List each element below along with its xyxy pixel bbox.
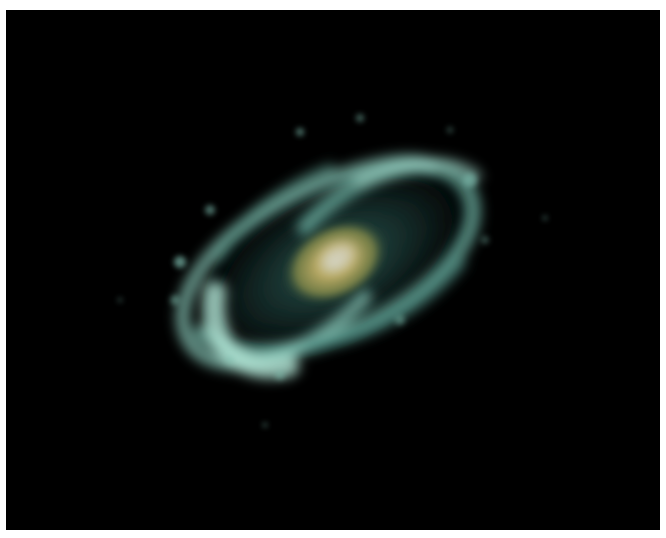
galaxy (175, 152, 491, 379)
spiral-arms (175, 154, 482, 379)
galaxy-nucleus (321, 243, 355, 271)
star-clusters (118, 114, 547, 427)
